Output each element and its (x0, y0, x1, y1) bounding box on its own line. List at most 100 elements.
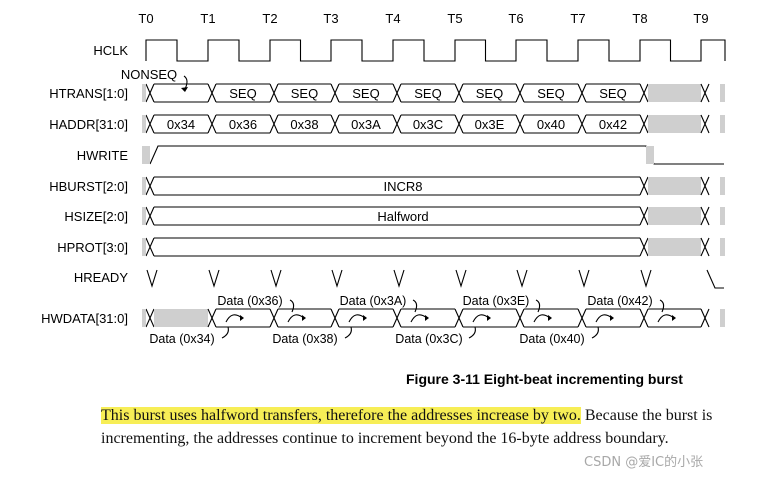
bus-transition (269, 308, 279, 328)
bus-transition (700, 176, 710, 196)
tick-label: T2 (262, 11, 277, 26)
watermark: CSDN @爱IC的小张 (584, 455, 704, 470)
hwdata-upper-label: Data (0x36) (217, 294, 282, 308)
bus-segment (154, 176, 640, 196)
arrowhead (610, 315, 614, 321)
bus-transition (577, 83, 587, 103)
figure-caption: Figure 3-11 Eight-beat incrementing burs… (406, 371, 683, 387)
bus-transition (454, 114, 464, 134)
bus-transition (700, 83, 710, 103)
bus-transition (145, 206, 155, 226)
bus-segment (586, 83, 640, 103)
tick-label: T9 (693, 11, 708, 26)
haddr-value: 0x40 (537, 117, 565, 132)
haddr-value: 0x3C (413, 117, 443, 132)
bus-transition (330, 308, 340, 328)
bus-transition (700, 308, 710, 328)
haddr-value: 0x34 (167, 117, 195, 132)
signal-name: HPROT[3:0] (57, 240, 128, 255)
bus-segment (586, 114, 640, 134)
body-paragraph: This burst uses halfword transfers, ther… (101, 405, 733, 450)
bus-segment (278, 114, 331, 134)
htrans-value: SEQ (476, 86, 503, 101)
bus-transition (515, 308, 525, 328)
hwdata-lower-label: Data (0x40) (519, 332, 584, 346)
unknown-bus-region (142, 309, 146, 327)
unknown-bus-region (648, 207, 701, 225)
arrowhead (672, 315, 676, 321)
label-leader (289, 299, 295, 313)
bus-transition (269, 114, 279, 134)
bus-transition (515, 114, 525, 134)
htrans-nonseq-label: NONSEQ (121, 67, 177, 82)
signal-name: HADDR[31:0] (49, 117, 128, 132)
bus-segment (524, 83, 578, 103)
signal-name: HCLK (93, 43, 128, 58)
bus-transition (639, 176, 649, 196)
bus-transition (145, 308, 155, 328)
signal-name: HSIZE[2:0] (64, 209, 128, 224)
unknown-bus-region (720, 207, 725, 225)
hwdata-lower-label: Data (0x34) (149, 332, 214, 346)
bus-transition (577, 308, 587, 328)
label-leader (659, 299, 665, 313)
hwdata-upper-label: Data (0x42) (587, 294, 652, 308)
bus-transition (454, 308, 464, 328)
hready-waveform (146, 269, 652, 288)
haddr-value: 0x36 (229, 117, 257, 132)
bus-transition (392, 83, 402, 103)
bus-segment (463, 114, 516, 134)
timing-diagram: T0 T1 T2 T3 T4 T5 T6 T7 T8 T9 HCLK HTRANS[1:0] HADDR… (41, 11, 726, 346)
tick-label: T0 (138, 11, 153, 26)
bus-transition (330, 83, 340, 103)
label-leader (412, 299, 418, 313)
haddr-value: 0x38 (290, 117, 318, 132)
unknown-bus-region (154, 309, 208, 327)
bus-segment (154, 114, 208, 134)
bus-transition (207, 83, 217, 103)
signal-name: HREADY (74, 270, 129, 285)
hwdata-lower-label: Data (0x38) (272, 332, 337, 346)
label-leader (221, 326, 229, 339)
tick-label: T1 (200, 11, 215, 26)
bus-transition (639, 308, 649, 328)
unknown-bus-region (142, 177, 146, 195)
hwdata-upper-label: Data (0x3A) (340, 294, 407, 308)
bus-transition (454, 83, 464, 103)
hready-end (706, 269, 724, 289)
tick-label: T4 (385, 11, 400, 26)
data-arrow (410, 314, 428, 323)
bus-segment (401, 83, 455, 103)
bus-transition (207, 308, 217, 328)
haddr-value: 0x3E (475, 117, 505, 132)
tick-label: T8 (632, 11, 647, 26)
signal-name: HWRITE (77, 148, 129, 163)
unknown-bus-region (720, 84, 725, 102)
data-arrow (657, 314, 675, 323)
hsize-value: Halfword (377, 209, 428, 224)
arrowhead (240, 315, 244, 321)
hclk-waveform (145, 39, 726, 62)
bus-transition (639, 206, 649, 226)
bus-segment (401, 308, 455, 328)
bus-segment (216, 83, 270, 103)
bus-segment (586, 308, 640, 328)
bus-transition (639, 114, 649, 134)
bus-segment (524, 114, 578, 134)
arrowhead (425, 315, 429, 321)
arrowhead (302, 315, 306, 321)
unknown-bus-region (720, 238, 725, 256)
signal-name: HBURST[2:0] (49, 179, 128, 194)
bus-segment (339, 83, 393, 103)
bus-segment (154, 237, 640, 257)
bus-transition (207, 114, 217, 134)
diagram-labels: T0 T1 T2 T3 T4 T5 T6 T7 T8 T9 HCLK HTRANS[1:0] HADDR… (41, 11, 709, 346)
bus-transition (700, 237, 710, 257)
tick-label: T6 (508, 11, 523, 26)
htrans-value: SEQ (599, 86, 626, 101)
unknown-bus-region (648, 177, 701, 195)
unknown-bus-region (648, 115, 701, 133)
bus-segment (278, 83, 331, 103)
bus-transition (577, 114, 587, 134)
diagram-lines (142, 39, 726, 339)
